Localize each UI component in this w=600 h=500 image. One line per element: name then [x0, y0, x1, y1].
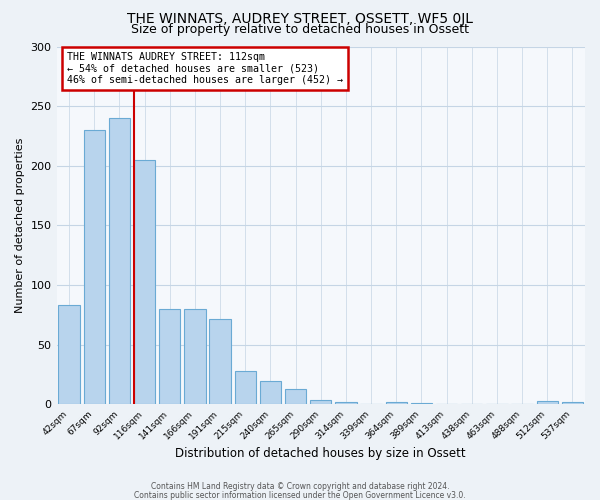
- Text: Size of property relative to detached houses in Ossett: Size of property relative to detached ho…: [131, 22, 469, 36]
- Text: Contains HM Land Registry data © Crown copyright and database right 2024.: Contains HM Land Registry data © Crown c…: [151, 482, 449, 491]
- Y-axis label: Number of detached properties: Number of detached properties: [15, 138, 25, 313]
- Bar: [310, 400, 331, 404]
- Bar: [184, 309, 206, 404]
- Text: THE WINNATS, AUDREY STREET, OSSETT, WF5 0JL: THE WINNATS, AUDREY STREET, OSSETT, WF5 …: [127, 12, 473, 26]
- Bar: [536, 401, 558, 404]
- Bar: [83, 130, 105, 404]
- Text: THE WINNATS AUDREY STREET: 112sqm
← 54% of detached houses are smaller (523)
46%: THE WINNATS AUDREY STREET: 112sqm ← 54% …: [67, 52, 343, 85]
- Bar: [386, 402, 407, 404]
- Text: Contains public sector information licensed under the Open Government Licence v3: Contains public sector information licen…: [134, 490, 466, 500]
- Bar: [58, 306, 80, 404]
- Bar: [235, 371, 256, 404]
- Bar: [109, 118, 130, 405]
- Bar: [562, 402, 583, 404]
- X-axis label: Distribution of detached houses by size in Ossett: Distribution of detached houses by size …: [175, 447, 466, 460]
- Bar: [209, 318, 231, 404]
- Bar: [335, 402, 356, 404]
- Bar: [285, 389, 307, 404]
- Bar: [260, 380, 281, 404]
- Bar: [134, 160, 155, 404]
- Bar: [159, 309, 181, 404]
